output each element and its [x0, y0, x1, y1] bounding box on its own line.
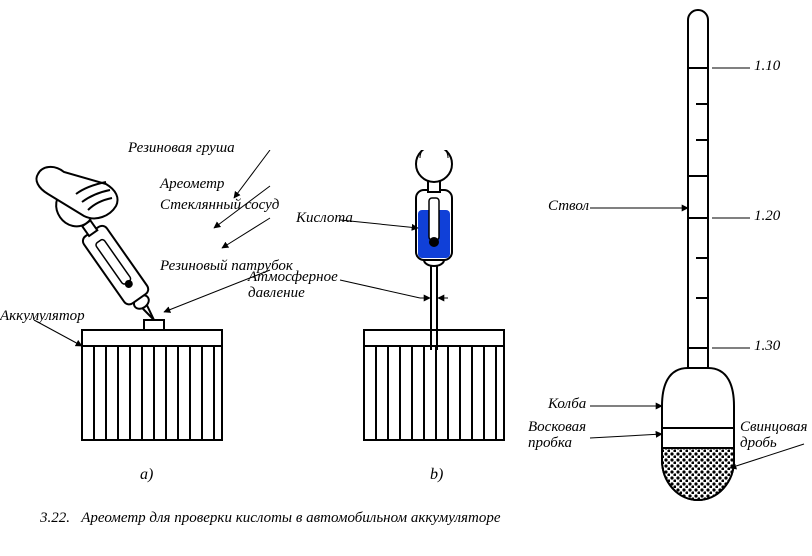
figure-caption-text: Ареометр для проверки кислоты в автомоби… [81, 510, 500, 526]
panel-a-letter: a) [140, 466, 153, 484]
label-wax-plug: Восковая пробка [528, 420, 586, 452]
scale-tick-130: 1.30 [754, 338, 780, 355]
figure-stage: Резиновая груша Ареометр Стеклянный сосу… [0, 0, 812, 556]
label-accumulator: Аккумулятор [0, 308, 85, 325]
figure-caption: 3.22. Ареометр для проверки кислоты в ав… [40, 510, 501, 527]
label-acid: Кислота [296, 210, 353, 227]
label-lead-shot: Свинцовая дробь [740, 420, 808, 452]
panel-b-drawing [336, 150, 526, 480]
label-glass-vessel: Стеклянный сосуд [160, 198, 279, 214]
label-flask: Колба [548, 396, 586, 413]
scale-tick-110: 1.10 [754, 58, 780, 75]
figure-caption-number: 3.22. [40, 510, 70, 526]
label-rubber-bulb: Резиновая груша [128, 140, 235, 157]
panel-b-letter: b) [430, 466, 443, 484]
scale-tick-120: 1.20 [754, 208, 780, 225]
label-areometer: Ареометр [160, 176, 224, 193]
label-stem: Ствол [548, 198, 589, 215]
label-atm-pressure: Атмосферное давление [248, 270, 338, 302]
